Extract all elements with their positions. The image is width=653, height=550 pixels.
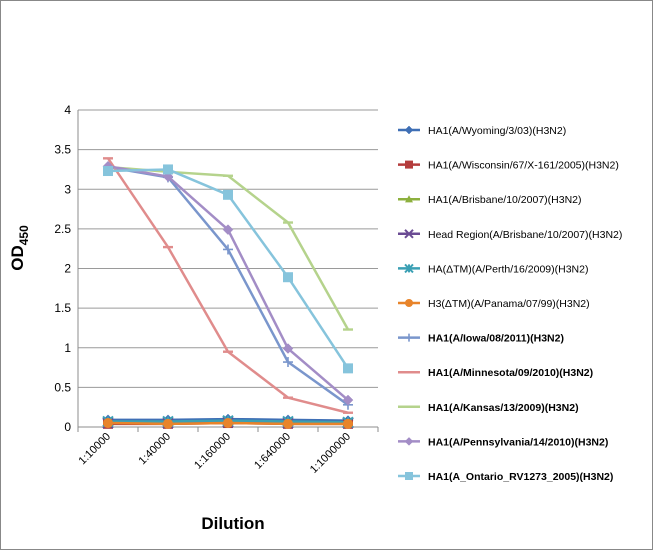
series-9	[102, 160, 354, 406]
legend-label: H3(ΔTM)(A/Panama/07/99)(H3N2)	[428, 298, 590, 310]
data-point	[283, 357, 293, 368]
legend-swatch-marker	[405, 160, 413, 169]
x-axis-title: Dilution	[201, 514, 264, 533]
y-tick-label: 0.5	[54, 380, 71, 394]
data-point	[283, 418, 293, 429]
legend-item: HA1(A/Kansas/13/2009)(H3N2)	[398, 402, 579, 414]
series-line	[107, 165, 349, 402]
legend-item: Head Region(A/Brisbane/10/2007)(H3N2)	[398, 229, 622, 241]
data-point	[343, 418, 353, 429]
legend-item: HA1(A/Brisbane/10/2007)(H3N2)	[398, 194, 582, 206]
legend: HA1(A/Wyoming/3/03)(H3N2) HA1(A/Wisconsin…	[398, 125, 622, 483]
data-point	[223, 244, 233, 255]
legend-label: HA1(A/Pennsylvania/14/2010)(H3N2)	[428, 436, 608, 448]
data-point	[343, 363, 353, 374]
legend-swatch-marker	[405, 333, 413, 342]
data-point	[103, 166, 113, 177]
data-point	[282, 343, 294, 354]
data-point	[223, 418, 233, 429]
legend-label: HA1(A/Iowa/08/2011)(H3N2)	[428, 333, 564, 345]
legend-item: HA(ΔTM)(A/Perth/16/2009)(H3N2)	[398, 263, 588, 275]
x-tick-label: 1:640000	[252, 431, 293, 472]
legend-item: HA1(A/Wisconsin/67/X-161/2005)(H3N2)	[398, 160, 619, 172]
legend-label: HA1(A/Brisbane/10/2007)(H3N2)	[428, 194, 582, 206]
y-axis-title: OD450	[8, 225, 31, 271]
legend-label: HA1(A/Wyoming/3/03)(H3N2)	[428, 125, 566, 137]
legend-label: HA1(A/Minnesota/09/2010)(H3N2)	[428, 367, 593, 379]
legend-swatch-marker	[405, 195, 413, 203]
y-tick-label: 1	[64, 341, 71, 355]
y-tick-label: 3.5	[54, 143, 71, 157]
y-tick-label: 3	[64, 182, 71, 196]
data-point	[342, 394, 354, 406]
data-point	[223, 189, 233, 200]
y-axis: 0 0.5 1 1.5 2 2.5 3 3.5 4	[54, 103, 71, 434]
legend-item: HA1(A/Wyoming/3/03)(H3N2)	[398, 125, 566, 137]
y-axis-title-subscript: 450	[17, 225, 31, 245]
x-tick-label: 1:10000	[77, 431, 114, 468]
legend-label: HA1(A/Kansas/13/2009)(H3N2)	[428, 402, 579, 414]
legend-swatch-marker	[404, 125, 414, 135]
x-tick-label: 1:1000000	[308, 431, 353, 476]
y-tick-label: 2	[64, 262, 71, 276]
y-tick-label: 1.5	[54, 301, 71, 315]
data-point	[222, 224, 234, 236]
legend-item: HA1(A_Ontario_RV1273_2005)(H3N2)	[398, 471, 613, 483]
legend-swatch-marker	[404, 263, 414, 274]
x-tick-label: 1:40000	[137, 431, 174, 468]
x-tick-label: 1:160000	[192, 431, 233, 472]
data-point	[283, 272, 293, 283]
y-tick-label: 4	[64, 103, 71, 117]
grid	[77, 109, 378, 428]
legend-swatch-marker	[404, 437, 414, 446]
data-point	[163, 418, 173, 429]
legend-label: HA(ΔTM)(A/Perth/16/2009)(H3N2)	[428, 263, 588, 275]
legend-item: HA1(A/Minnesota/09/2010)(H3N2)	[398, 367, 593, 379]
legend-item: HA1(A/Iowa/08/2011)(H3N2)	[398, 333, 564, 345]
legend-label: HA1(A_Ontario_RV1273_2005)(H3N2)	[428, 471, 613, 483]
data-point	[163, 164, 173, 175]
series-7	[103, 157, 353, 414]
legend-label: HA1(A/Wisconsin/67/X-161/2005)(H3N2)	[428, 160, 619, 172]
y-tick-label: 2.5	[54, 222, 71, 236]
series-10	[103, 164, 353, 374]
x-axis: 1:10000 1:40000 1:160000 1:640000 1:1000000	[77, 427, 379, 476]
y-tick-label: 0	[64, 420, 71, 434]
legend-swatch-marker	[405, 472, 413, 480]
y-axis-title-main: OD	[8, 245, 27, 271]
legend-item: H3(ΔTM)(A/Panama/07/99)(H3N2)	[398, 298, 590, 310]
legend-swatch-marker	[404, 229, 414, 239]
legend-swatch-marker	[405, 299, 413, 307]
legend-label: Head Region(A/Brisbane/10/2007)(H3N2)	[428, 229, 622, 241]
data-point	[103, 418, 113, 429]
legend-item: HA1(A/Pennsylvania/14/2010)(H3N2)	[398, 436, 608, 448]
plot-area	[102, 157, 354, 429]
series-5	[103, 418, 353, 429]
